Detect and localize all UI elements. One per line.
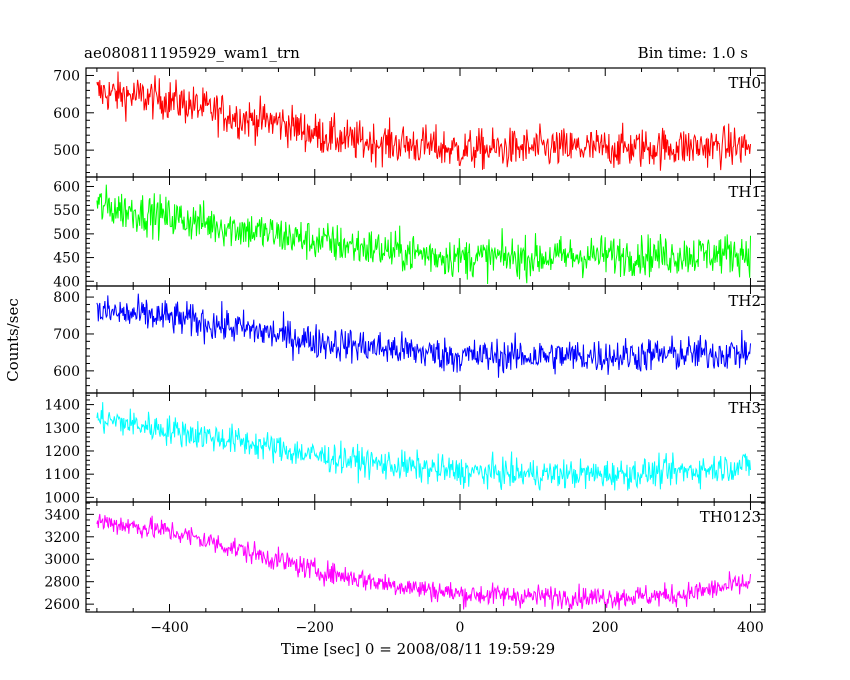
panel-label-th3: TH3 xyxy=(728,399,761,417)
y-tick-label: 3000 xyxy=(44,552,80,568)
panel-label-th1: TH1 xyxy=(728,183,761,201)
series-th0-line xyxy=(96,71,751,171)
y-tick-label: 450 xyxy=(53,251,80,267)
series-th1-line xyxy=(96,184,751,285)
panel-label-th0: TH0 xyxy=(728,74,761,92)
panels: 500 600 700 TH0 400 450 500 550 600 TH1 600 700 800 T… xyxy=(44,67,766,636)
y-tick-label: 400 xyxy=(53,274,80,290)
y-tick-label: 500 xyxy=(53,227,80,243)
series-th0123-line xyxy=(96,513,751,611)
panel-th2: 600 700 800 TH2 xyxy=(53,285,766,394)
panel-frame xyxy=(85,501,766,613)
panel-th1: 400 450 500 550 600 TH1 xyxy=(53,176,766,290)
bin-time-label: Bin time: 1.0 s xyxy=(638,44,748,62)
panel-frame xyxy=(85,285,766,394)
y-tick-label: 1300 xyxy=(44,421,80,437)
x-tick-label: −200 xyxy=(296,620,334,636)
x-tick-label: −400 xyxy=(150,620,188,636)
x-tick-label: 200 xyxy=(592,620,619,636)
panel-th3: 1000 1100 1200 1300 1400 TH3 xyxy=(44,392,766,506)
y-tick-label: 700 xyxy=(53,327,80,343)
y-tick-label: 1100 xyxy=(44,467,80,483)
y-tick-label: 3200 xyxy=(44,530,80,546)
y-tick-label: 1000 xyxy=(44,490,80,506)
y-tick-label: 600 xyxy=(53,106,80,122)
series-th2-line xyxy=(96,293,751,378)
y-tick-label: 1400 xyxy=(44,398,80,414)
y-axis-label: Counts/sec xyxy=(4,298,22,382)
x-axis-label: Time [sec] 0 = 2008/08/11 19:59:29 xyxy=(281,640,555,658)
panel-frame xyxy=(85,176,766,287)
panel-th0: 500 600 700 TH0 xyxy=(53,67,766,178)
y-tick-label: 700 xyxy=(53,68,80,84)
y-tick-label: 1200 xyxy=(44,444,80,460)
panel-frame xyxy=(85,392,766,503)
y-tick-label: 550 xyxy=(53,203,80,219)
panel-label-th0123: TH0123 xyxy=(700,508,761,526)
y-tick-label: 600 xyxy=(53,364,80,380)
x-tick-label: 400 xyxy=(737,620,764,636)
panel-th0123: 2600 2800 3000 3200 3400 TH0123 xyxy=(44,501,766,613)
x-tick-label: 0 xyxy=(456,620,465,636)
y-tick-label: 600 xyxy=(53,179,80,195)
y-tick-label: 800 xyxy=(53,290,80,306)
panel-label-th2: TH2 xyxy=(728,292,761,310)
chart-title: ae080811195929_wam1_trn xyxy=(84,44,300,62)
y-tick-label: 3400 xyxy=(44,507,80,523)
panel-frame xyxy=(85,67,766,178)
y-tick-label: 2600 xyxy=(44,597,80,613)
y-tick-label: 500 xyxy=(53,143,80,159)
y-tick-label: 2800 xyxy=(44,575,80,591)
series-th3-line xyxy=(96,402,751,491)
